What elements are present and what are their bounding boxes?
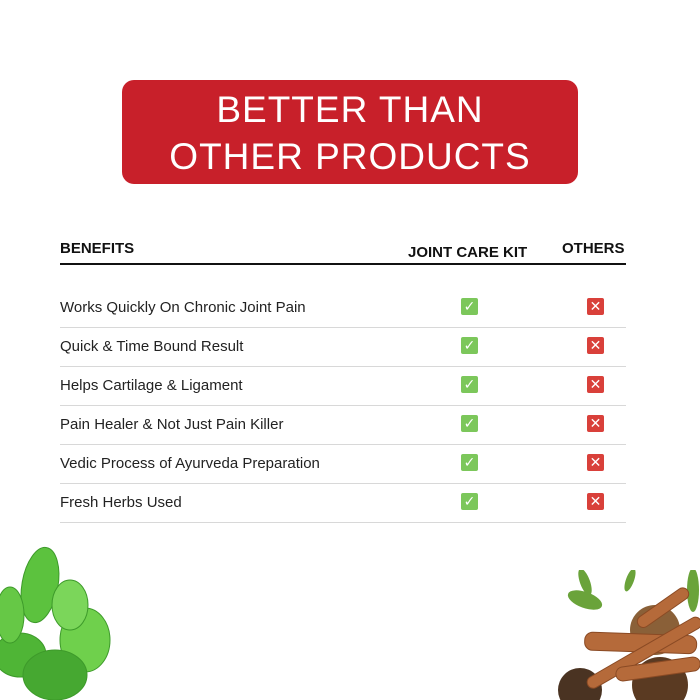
benefit-label: Quick & Time Bound Result	[60, 338, 244, 355]
table-row: Quick & Time Bound Result ✓ ✕	[60, 327, 626, 367]
cinnamon-spices-image	[558, 570, 700, 700]
check-icon: ✓	[461, 337, 478, 354]
check-icon: ✓	[461, 454, 478, 471]
table-row: Vedic Process of Ayurveda Preparation ✓ ✕	[60, 444, 626, 484]
cross-icon: ✕	[587, 493, 604, 510]
table-row: Works Quickly On Chronic Joint Pain ✓ ✕	[60, 288, 626, 328]
mint-leaves-image	[0, 546, 111, 700]
header-benefits: BENEFITS	[60, 240, 135, 257]
benefit-label: Works Quickly On Chronic Joint Pain	[60, 299, 306, 316]
cross-icon: ✕	[587, 298, 604, 315]
check-icon: ✓	[461, 415, 478, 432]
header-divider	[60, 263, 626, 265]
table-row: Pain Healer & Not Just Pain Killer ✓ ✕	[60, 405, 626, 445]
cross-icon: ✕	[587, 337, 604, 354]
header-others: OTHERS	[562, 240, 625, 257]
table-row: Helps Cartilage & Ligament ✓ ✕	[60, 366, 626, 406]
title-banner: BETTER THAN OTHER PRODUCTS	[122, 80, 578, 184]
benefit-label: Vedic Process of Ayurveda Preparation	[60, 455, 320, 472]
cross-icon: ✕	[587, 376, 604, 393]
title-line-2: OTHER PRODUCTS	[169, 136, 531, 177]
header-joint-care-kit: JOINT CARE KIT	[408, 244, 528, 261]
check-icon: ✓	[461, 298, 478, 315]
benefit-label: Fresh Herbs Used	[60, 494, 182, 511]
benefit-label: Helps Cartilage & Ligament	[60, 377, 243, 394]
table-row: Fresh Herbs Used ✓ ✕	[60, 483, 626, 523]
check-icon: ✓	[461, 376, 478, 393]
title-line-1: BETTER THAN	[216, 89, 484, 130]
benefit-label: Pain Healer & Not Just Pain Killer	[60, 416, 284, 433]
cross-icon: ✕	[587, 415, 604, 432]
check-icon: ✓	[461, 493, 478, 510]
cross-icon: ✕	[587, 454, 604, 471]
